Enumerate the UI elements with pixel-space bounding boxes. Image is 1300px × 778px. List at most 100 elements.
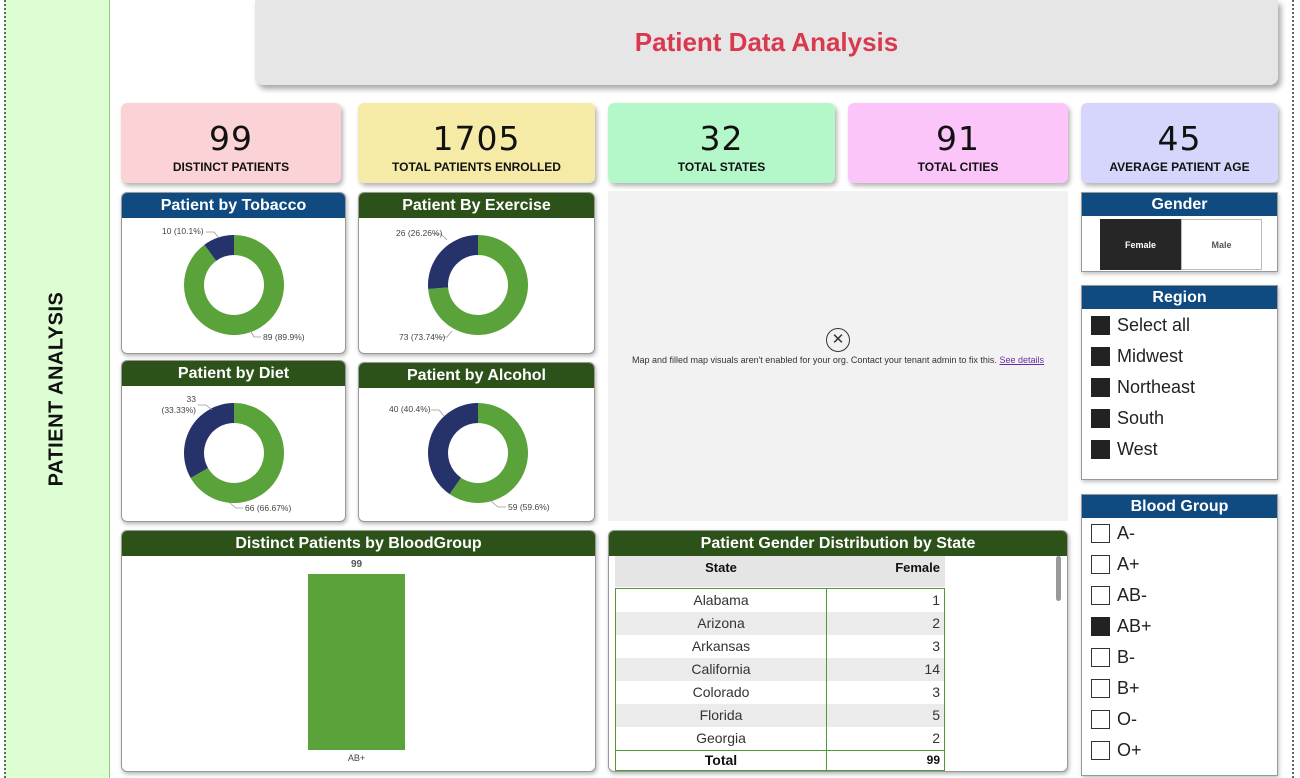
- donut-slice[interactable]: [184, 235, 284, 335]
- donut-slice[interactable]: [190, 403, 284, 503]
- bloodgroup-chart-card[interactable]: Distinct Patients by BloodGroup 99 AB+: [121, 530, 596, 772]
- kpi-label: AVERAGE PATIENT AGE: [1109, 160, 1250, 174]
- checkbox-unchecked-icon[interactable]: [1091, 555, 1110, 574]
- state-cell: California: [616, 658, 827, 681]
- table-row[interactable]: Georgia 2: [616, 727, 944, 750]
- female-count-cell: 3: [932, 684, 940, 700]
- sidebar-title: PATIENT ANALYSIS: [45, 291, 68, 487]
- blood-group-option[interactable]: B+: [1082, 673, 1277, 704]
- checkbox-unchecked-icon[interactable]: [1091, 648, 1110, 667]
- table-row[interactable]: Alabama 1: [616, 589, 944, 612]
- blood-group-option[interactable]: AB-: [1082, 580, 1277, 611]
- region-option-west[interactable]: West: [1082, 434, 1277, 465]
- alcohol-donut-chart[interactable]: 40 (40.4%) 59 (59.6%): [359, 388, 595, 522]
- bar-data-label: 99: [351, 559, 363, 570]
- sidebar: [4, 0, 110, 778]
- total-value: 99: [926, 753, 940, 767]
- region-option-label: South: [1117, 408, 1165, 428]
- leader-line: [431, 409, 445, 417]
- tobacco-chart-title: Patient by Tobacco: [122, 193, 345, 218]
- blood-group-label: AB+: [1117, 616, 1152, 636]
- bar[interactable]: [308, 574, 405, 750]
- see-details-link[interactable]: See details: [999, 355, 1044, 365]
- kpi-value: 91: [936, 119, 980, 158]
- kpi-label: TOTAL PATIENTS ENROLLED: [392, 160, 561, 174]
- table-row[interactable]: Arkansas 3: [616, 635, 944, 658]
- table-scrollbar[interactable]: [1056, 556, 1061, 601]
- bloodgroup-chart-title: Distinct Patients by BloodGroup: [122, 531, 595, 556]
- x-tick-label: AB+: [348, 753, 365, 763]
- table-row[interactable]: California 14: [616, 658, 944, 681]
- diet-chart-title: Patient by Diet: [122, 361, 345, 386]
- kpi-card-average-patient-age: 45 AVERAGE PATIENT AGE: [1081, 103, 1278, 183]
- kpi-card-total-states: 32 TOTAL STATES: [608, 103, 835, 183]
- checkbox-checked-icon[interactable]: [1091, 617, 1110, 636]
- exercise-donut-chart[interactable]: 26 (26.26%) 73 (73.74%): [359, 218, 595, 354]
- column-header-female[interactable]: Female: [895, 560, 940, 575]
- checkbox-checked-icon[interactable]: [1091, 316, 1110, 335]
- region-option-midwest[interactable]: Midwest: [1082, 341, 1277, 372]
- checkbox-unchecked-icon[interactable]: [1091, 741, 1110, 760]
- right-border: [1292, 0, 1294, 778]
- donut-slice[interactable]: [428, 235, 528, 335]
- exercise-chart-title: Patient By Exercise: [359, 193, 594, 218]
- blood-group-option[interactable]: O-: [1082, 704, 1277, 735]
- leader-line: [198, 404, 213, 411]
- blood-group-label: A-: [1117, 523, 1135, 543]
- blood-group-option[interactable]: AB+: [1082, 611, 1277, 642]
- gender-tile-female[interactable]: Female: [1100, 219, 1181, 270]
- close-circle-icon: ✕: [826, 328, 850, 352]
- tobacco-donut-chart[interactable]: 10 (10.1%) 89 (89.9%): [122, 218, 346, 354]
- map-visual-placeholder: [608, 191, 1068, 521]
- blood-group-option[interactable]: A-: [1082, 518, 1277, 549]
- blood-group-label: B-: [1117, 647, 1135, 667]
- checkbox-checked-icon[interactable]: [1091, 347, 1110, 366]
- diet-donut-chart[interactable]: 33(33.33%) 66 (66.67%): [122, 386, 346, 522]
- blood-group-option[interactable]: B-: [1082, 642, 1277, 673]
- blood-group-option[interactable]: A+: [1082, 549, 1277, 580]
- donut-slice[interactable]: [184, 403, 234, 478]
- checkbox-checked-icon[interactable]: [1091, 440, 1110, 459]
- leader-line: [206, 231, 220, 239]
- gender-tile-male[interactable]: Male: [1181, 219, 1262, 270]
- checkbox-unchecked-icon[interactable]: [1091, 586, 1110, 605]
- donut-slice[interactable]: [428, 235, 478, 289]
- region-option-south[interactable]: South: [1082, 403, 1277, 434]
- bloodgroup-bar-chart[interactable]: 99 AB+: [122, 556, 596, 772]
- kpi-card-distinct-patients: 99 DISTINCT PATIENTS: [121, 103, 341, 183]
- checkbox-unchecked-icon[interactable]: [1091, 524, 1110, 543]
- checkbox-checked-icon[interactable]: [1091, 409, 1110, 428]
- table-row[interactable]: Colorado 3: [616, 681, 944, 704]
- data-label: 59 (59.6%): [508, 502, 550, 512]
- region-option-northeast[interactable]: Northeast: [1082, 372, 1277, 403]
- table-row[interactable]: Arizona 2: [616, 612, 944, 635]
- region-option-label: Northeast: [1117, 377, 1196, 397]
- data-label: 40 (40.4%): [389, 404, 431, 414]
- state-cell: Arizona: [616, 612, 827, 635]
- donut-slice[interactable]: [449, 403, 528, 503]
- female-count-cell: 2: [932, 730, 940, 746]
- column-header-state[interactable]: State: [705, 560, 737, 575]
- checkbox-unchecked-icon[interactable]: [1091, 710, 1110, 729]
- region-option-label: West: [1117, 439, 1158, 459]
- alcohol-chart-card[interactable]: Patient by Alcohol 40 (40.4%) 59 (59.6%): [358, 362, 595, 522]
- region-option-select-all[interactable]: Select all: [1082, 310, 1277, 341]
- data-label: (33.33%): [162, 405, 197, 415]
- exercise-chart-card[interactable]: Patient By Exercise 26 (26.26%) 73 (73.74…: [358, 192, 595, 354]
- table-header-row: State Female: [615, 556, 945, 587]
- diet-chart-card[interactable]: Patient by Diet 33 (33.33%) 66 (66.67%): [121, 360, 346, 522]
- donut-slice[interactable]: [204, 235, 234, 261]
- checkbox-unchecked-icon[interactable]: [1091, 679, 1110, 698]
- kpi-label: DISTINCT PATIENTS: [172, 160, 290, 174]
- data-label: 89 (89.9%): [263, 332, 305, 342]
- blood-group-option[interactable]: O+: [1082, 735, 1277, 766]
- tobacco-chart-card[interactable]: Patient by Tobacco 10 (10.1%) 89 (89.9%): [121, 192, 346, 354]
- state-cell: Arkansas: [616, 635, 827, 658]
- table-row[interactable]: Florida 5: [616, 704, 944, 727]
- donut-slice[interactable]: [428, 403, 478, 495]
- checkbox-checked-icon[interactable]: [1091, 378, 1110, 397]
- data-label: 10 (10.1%): [162, 226, 204, 236]
- kpi-value: 99: [209, 119, 253, 158]
- female-count-cell: 14: [924, 661, 940, 677]
- data-label: 26 (26.26%): [396, 228, 442, 238]
